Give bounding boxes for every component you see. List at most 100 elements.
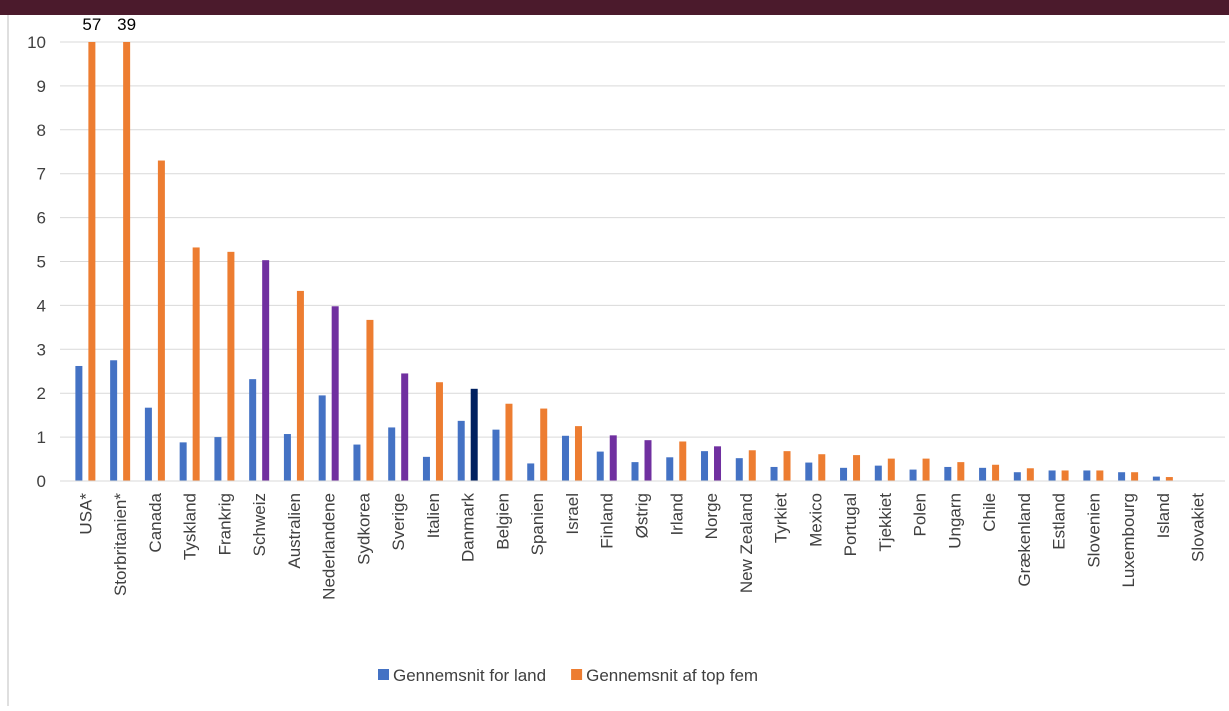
- x-tick-label: Australien: [285, 493, 304, 569]
- value-label: 39: [117, 15, 136, 34]
- bar: [157, 160, 165, 481]
- y-tick-label: 4: [37, 296, 46, 315]
- x-tick-label: Luxembourg: [1119, 493, 1138, 588]
- y-tick-label: 7: [37, 165, 46, 184]
- bar: [331, 306, 339, 481]
- value-label: 57: [82, 15, 101, 34]
- y-tick-label: 5: [37, 253, 46, 272]
- plot-area: [75, 42, 1173, 481]
- bar: [853, 455, 861, 481]
- header-band: [0, 0, 1229, 15]
- y-tick-label: 1: [37, 428, 46, 447]
- bar: [192, 247, 200, 481]
- x-tick-label: Schweiz: [250, 493, 269, 556]
- x-tick-label: Spanien: [528, 493, 547, 555]
- x-tick-label: Canada: [146, 492, 165, 552]
- bar: [909, 469, 917, 481]
- x-tick-label: Danmark: [459, 493, 478, 562]
- bar: [401, 373, 409, 481]
- x-tick-label: Tyskland: [181, 493, 200, 560]
- bar: [1131, 472, 1139, 481]
- bar: [944, 466, 952, 481]
- bar: [770, 466, 778, 481]
- bar: [1165, 477, 1173, 481]
- bar: [666, 457, 674, 481]
- y-tick-label: 6: [37, 209, 46, 228]
- bar: [435, 382, 443, 481]
- legend-swatch: [571, 669, 583, 680]
- x-tick-label: Mexico: [806, 493, 825, 547]
- bar: [144, 407, 152, 481]
- bar: [1118, 472, 1126, 481]
- y-tick-label: 0: [37, 472, 46, 491]
- x-tick-label: Østrig: [633, 493, 652, 538]
- x-tick-label: Slovenien: [1084, 493, 1103, 568]
- y-tick-label: 2: [37, 384, 46, 403]
- x-tick-label: Sverige: [389, 493, 408, 551]
- x-tick-label: Norge: [702, 493, 721, 539]
- bar: [283, 434, 291, 481]
- y-tick-label: 10: [27, 33, 46, 52]
- bar: [1026, 468, 1034, 481]
- bar: [249, 379, 257, 481]
- x-tick-label: New Zealand: [737, 493, 756, 593]
- bar: [123, 42, 131, 481]
- bar: [88, 42, 96, 481]
- bar: [492, 429, 500, 481]
- bar: [735, 458, 743, 481]
- x-tick-label: Sydkorea: [354, 492, 373, 564]
- bar: [979, 467, 987, 481]
- x-tick-label: USA*: [76, 493, 95, 535]
- y-tick-label: 8: [37, 121, 46, 140]
- bar: [318, 395, 326, 481]
- x-tick-label: Italien: [424, 493, 443, 538]
- x-tick-label: Irland: [667, 493, 686, 536]
- bar: [748, 450, 756, 481]
- bar: [75, 365, 83, 481]
- bar: [388, 427, 396, 481]
- bar: [701, 451, 709, 481]
- bar: [561, 435, 569, 481]
- bar: [1083, 470, 1091, 481]
- legend-swatch: [378, 669, 389, 680]
- y-tick-label: 3: [37, 340, 46, 359]
- bar: [527, 463, 535, 481]
- bar: [609, 435, 617, 481]
- x-tick-label: Polen: [911, 493, 930, 536]
- x-tick-label: Island: [1154, 493, 1173, 538]
- bar: [214, 437, 222, 481]
- x-tick-label: Portugal: [841, 493, 860, 556]
- x-tick-label: Chile: [980, 493, 999, 532]
- x-tick-label: Slovakiet: [1189, 493, 1208, 562]
- bar: [957, 462, 965, 481]
- x-tick-label: Estland: [1050, 493, 1069, 550]
- bar: [505, 403, 513, 481]
- bar: [366, 319, 374, 481]
- bar: [179, 442, 187, 481]
- bar: [818, 454, 826, 481]
- x-tick-label: Finland: [598, 493, 617, 549]
- bar: [714, 446, 722, 481]
- bar: [631, 462, 639, 481]
- bar: [110, 360, 118, 481]
- bar: [922, 458, 930, 481]
- bar: [353, 444, 361, 481]
- bar: [1048, 470, 1056, 481]
- bar: [1013, 472, 1021, 481]
- bar: [840, 467, 848, 481]
- x-tick-label: Tyrkiet: [772, 493, 791, 543]
- bar: [596, 451, 604, 481]
- bar: [227, 251, 235, 481]
- x-tick-label: Ungarn: [945, 493, 964, 549]
- bar: [457, 420, 465, 481]
- x-tick-label: Grækenland: [1015, 493, 1034, 587]
- bar: [422, 456, 430, 481]
- x-tick-label: Israel: [563, 493, 582, 535]
- bar: [540, 408, 548, 481]
- x-tick-label: Tjekkiet: [876, 493, 895, 552]
- bar: [574, 426, 582, 481]
- bar: [644, 440, 652, 481]
- x-tick-label: Storbritanien*: [111, 493, 130, 596]
- bar: [874, 465, 882, 481]
